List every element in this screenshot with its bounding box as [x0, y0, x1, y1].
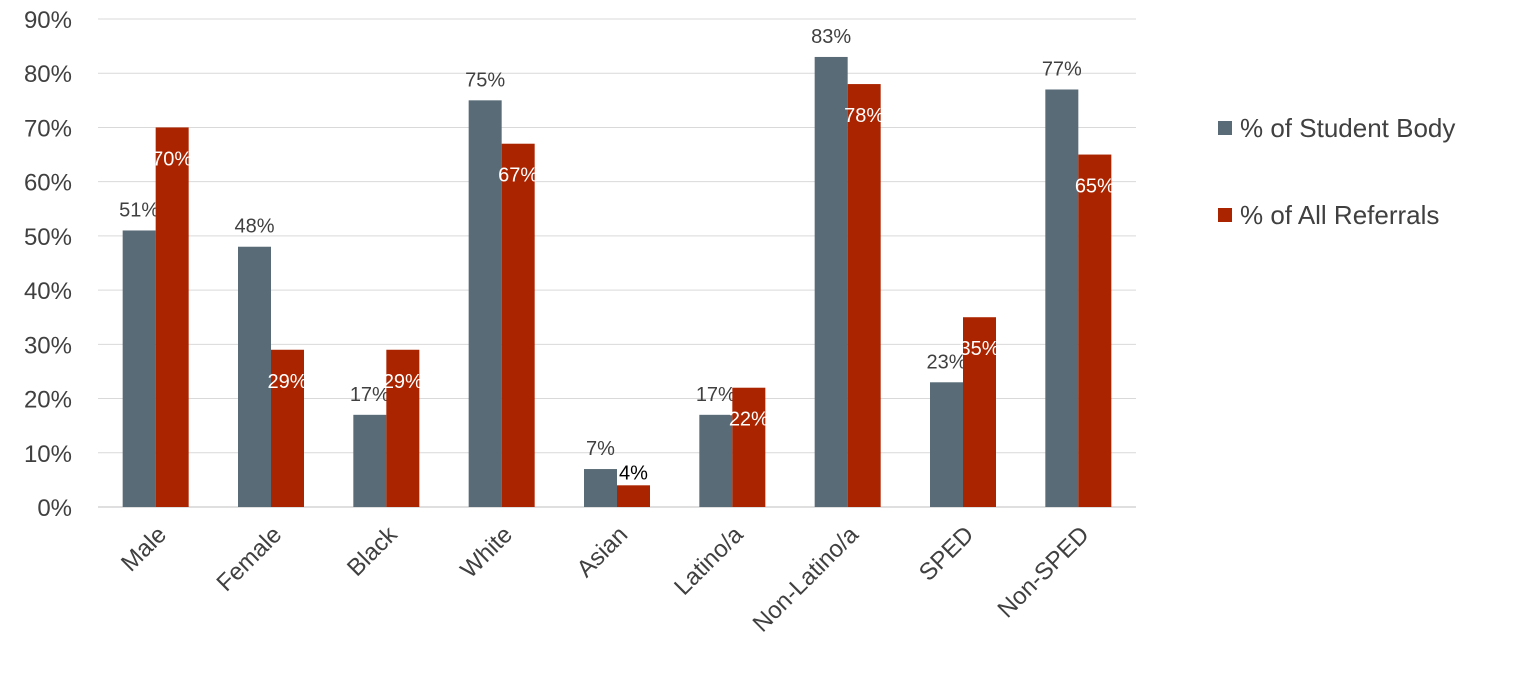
- data-label: 65%: [1075, 176, 1115, 198]
- data-label: 23%: [926, 351, 966, 373]
- bar: [584, 469, 617, 507]
- bar: [386, 349, 420, 507]
- y-tick-label: 70%: [24, 115, 72, 142]
- legend-swatch-all-referrals: [1218, 208, 1232, 222]
- y-tick-label: 0%: [37, 495, 72, 522]
- y-tick-label: 60%: [24, 170, 72, 197]
- data-label: 48%: [234, 216, 274, 238]
- bar: [963, 317, 996, 507]
- data-label: 7%: [586, 438, 615, 460]
- bar: [1078, 154, 1112, 508]
- data-label: 78%: [844, 105, 884, 127]
- bar: [353, 414, 387, 507]
- y-tick-label: 10%: [24, 441, 72, 468]
- bar: [699, 414, 733, 507]
- x-tick-label: Black: [342, 520, 403, 581]
- data-label: 29%: [383, 371, 423, 393]
- data-label: 67%: [498, 165, 538, 187]
- x-tick-label: Male: [116, 521, 172, 577]
- bar: [1045, 89, 1079, 507]
- legend-swatch-student-body: [1218, 121, 1232, 135]
- y-tick-label: 80%: [24, 61, 72, 88]
- legend-label-student-body: % of Student Body: [1240, 112, 1456, 143]
- legend: % of Student Body % of All Referrals: [1218, 112, 1455, 286]
- y-tick-label: 50%: [24, 224, 72, 251]
- bar: [155, 127, 189, 507]
- x-tick-label: Female: [212, 521, 288, 597]
- data-label: 51%: [119, 199, 159, 221]
- y-tick-label: 30%: [24, 332, 72, 359]
- legend-item-student-body: % of Student Body: [1218, 112, 1455, 144]
- x-tick-label: Asian: [572, 521, 634, 583]
- legend-item-all-referrals: % of All Referrals: [1218, 199, 1455, 231]
- y-tick-label: 90%: [24, 7, 72, 34]
- bar: [238, 246, 271, 507]
- bar: [271, 349, 304, 507]
- bar: [847, 84, 881, 508]
- x-tick-label: Latino/a: [669, 521, 749, 601]
- data-label: 35%: [959, 338, 999, 360]
- x-tick-label: Non-Latino/a: [748, 521, 865, 638]
- x-tick-label: White: [455, 521, 517, 583]
- bar: [501, 143, 535, 507]
- data-label: 17%: [696, 384, 736, 406]
- x-tick-label: Non-SPED: [992, 521, 1094, 623]
- data-label: 29%: [267, 371, 307, 393]
- bar: [930, 382, 963, 507]
- bar: [814, 56, 848, 507]
- data-label: 4%: [619, 462, 648, 484]
- bar: [732, 387, 766, 507]
- bar: [122, 230, 156, 507]
- data-label: 75%: [465, 69, 505, 91]
- x-tick-label: SPED: [914, 521, 979, 586]
- data-label: 70%: [152, 148, 192, 170]
- data-label: 17%: [350, 384, 390, 406]
- legend-label-all-referrals: % of All Referrals: [1240, 199, 1440, 230]
- bar: [468, 100, 502, 507]
- data-label: 77%: [1042, 58, 1082, 80]
- data-label: 22%: [729, 409, 769, 431]
- y-tick-label: 20%: [24, 387, 72, 414]
- data-label: 83%: [811, 26, 851, 48]
- y-tick-label: 40%: [24, 278, 72, 305]
- bar: [617, 485, 650, 507]
